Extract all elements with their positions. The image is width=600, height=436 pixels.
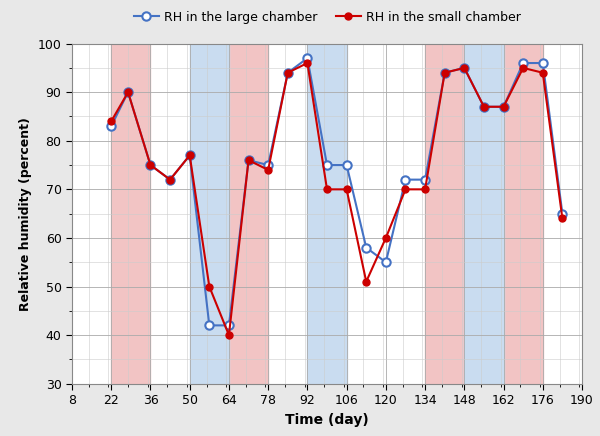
RH in the small chamber bbox=[362, 279, 370, 284]
RH in the large chamber bbox=[500, 104, 507, 109]
RH in the large chamber bbox=[481, 104, 488, 109]
RH in the large chamber bbox=[520, 61, 527, 66]
RH in the large chamber bbox=[124, 89, 131, 95]
RH in the small chamber bbox=[520, 65, 527, 71]
RH in the large chamber bbox=[559, 211, 566, 216]
RH in the small chamber bbox=[500, 104, 507, 109]
Line: RH in the large chamber: RH in the large chamber bbox=[107, 54, 566, 330]
Bar bbox=[503, 44, 543, 384]
RH in the large chamber bbox=[245, 157, 252, 163]
Y-axis label: Relative humidity (percent): Relative humidity (percent) bbox=[19, 117, 32, 310]
Bar bbox=[229, 44, 268, 384]
Bar bbox=[307, 44, 347, 384]
Line: RH in the small chamber: RH in the small chamber bbox=[108, 60, 566, 339]
RH in the large chamber bbox=[166, 177, 173, 182]
RH in the large chamber bbox=[402, 177, 409, 182]
RH in the small chamber bbox=[441, 70, 448, 75]
RH in the small chamber bbox=[461, 65, 468, 71]
RH in the small chamber bbox=[421, 187, 428, 192]
RH in the small chamber bbox=[284, 70, 292, 75]
RH in the large chamber bbox=[441, 70, 448, 75]
RH in the small chamber bbox=[124, 89, 131, 95]
RH in the large chamber bbox=[382, 259, 389, 265]
RH in the large chamber bbox=[362, 245, 370, 250]
RH in the small chamber bbox=[186, 153, 193, 158]
RH in the large chamber bbox=[206, 323, 213, 328]
RH in the small chamber bbox=[382, 235, 389, 241]
RH in the small chamber bbox=[304, 61, 311, 66]
RH in the small chamber bbox=[107, 119, 115, 124]
RH in the small chamber bbox=[166, 177, 173, 182]
RH in the large chamber bbox=[265, 163, 272, 168]
RH in the small chamber bbox=[323, 187, 331, 192]
Bar bbox=[425, 44, 464, 384]
RH in the large chamber bbox=[343, 163, 350, 168]
Bar bbox=[190, 44, 229, 384]
RH in the large chamber bbox=[461, 65, 468, 71]
RH in the large chamber bbox=[421, 177, 428, 182]
RH in the small chamber bbox=[402, 187, 409, 192]
Bar bbox=[464, 44, 503, 384]
RH in the small chamber bbox=[481, 104, 488, 109]
RH in the large chamber bbox=[147, 163, 154, 168]
RH in the large chamber bbox=[186, 153, 193, 158]
RH in the large chamber bbox=[284, 70, 292, 75]
RH in the small chamber bbox=[265, 167, 272, 173]
RH in the small chamber bbox=[206, 284, 213, 289]
RH in the small chamber bbox=[539, 70, 547, 75]
RH in the small chamber bbox=[343, 187, 350, 192]
RH in the large chamber bbox=[107, 123, 115, 129]
RH in the small chamber bbox=[147, 163, 154, 168]
RH in the large chamber bbox=[323, 163, 331, 168]
Bar bbox=[111, 44, 151, 384]
RH in the large chamber bbox=[539, 61, 547, 66]
RH in the small chamber bbox=[226, 333, 233, 338]
RH in the small chamber bbox=[559, 216, 566, 221]
X-axis label: Time (day): Time (day) bbox=[285, 412, 369, 427]
Legend: RH in the large chamber, RH in the small chamber: RH in the large chamber, RH in the small… bbox=[128, 6, 526, 29]
RH in the small chamber bbox=[245, 157, 252, 163]
RH in the large chamber bbox=[304, 55, 311, 61]
RH in the large chamber bbox=[226, 323, 233, 328]
